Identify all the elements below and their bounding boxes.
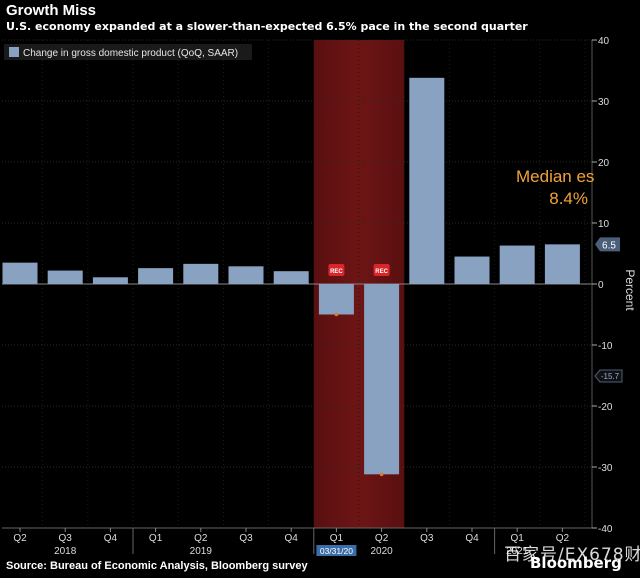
x-tick-label: Q3 [239, 533, 253, 544]
x-tick-label: Q3 [420, 533, 434, 544]
bar [228, 266, 264, 284]
last-value-badge [595, 237, 620, 252]
bar [409, 77, 445, 284]
legend-box [4, 44, 252, 60]
x-tick-label: Q4 [104, 533, 118, 544]
y-tick-label: -30 [598, 463, 613, 474]
y-tick-label: -20 [598, 402, 613, 413]
watermark-text: 百家号/EX678财经 [504, 545, 640, 565]
bar [47, 270, 83, 284]
min-value-label: -15.7 [601, 372, 620, 381]
bar [138, 268, 174, 284]
bar [364, 284, 400, 475]
recession-marker [373, 264, 390, 276]
x-year-label: 2018 [54, 546, 77, 557]
value-dot [334, 312, 339, 317]
y-tick-label: 40 [598, 36, 610, 47]
recession-marker [328, 264, 345, 276]
x-tick-label: Q3 [59, 533, 73, 544]
bar [544, 244, 580, 284]
bar [454, 256, 490, 284]
y-tick-label: -40 [598, 524, 613, 535]
x-year-label: 2020 [370, 546, 393, 557]
chart-title: Growth Miss [6, 2, 97, 19]
date-tag [316, 545, 357, 556]
bar [2, 262, 38, 284]
x-tick-label: Q1 [511, 533, 525, 544]
bar [318, 284, 354, 315]
y-tick-label: 0 [598, 280, 604, 291]
value-dot [379, 472, 384, 477]
y-tick-label: 20 [598, 158, 610, 169]
last-value-label: 6.5 [602, 240, 616, 251]
bar [183, 263, 219, 284]
x-tick-label: Q1 [149, 533, 163, 544]
chart-subtitle: U.S. economy expanded at a slower-than-e… [6, 20, 528, 33]
source-note: Source: Bureau of Economic Analysis, Blo… [6, 560, 308, 572]
y-tick-label: 30 [598, 97, 610, 108]
x-tick-label: Q4 [465, 533, 479, 544]
bar [499, 245, 535, 284]
x-year-label: 2021 [506, 546, 529, 557]
y-axis-label: Percent [623, 269, 637, 311]
legend-swatch [9, 47, 19, 57]
x-tick-label: Q2 [13, 533, 27, 544]
bar [92, 277, 128, 284]
median-estimate-value: 8.4% [549, 189, 588, 208]
x-tick-label: Q2 [556, 533, 570, 544]
x-tick-label: Q2 [194, 533, 208, 544]
x-tick-label: Q2 [375, 533, 389, 544]
x-tick-label: Q4 [285, 533, 299, 544]
median-estimate-label: Median es [516, 167, 594, 186]
date-tag-label: 03/31/20 [320, 546, 353, 556]
y-tick-label: -10 [598, 341, 613, 352]
min-value-badge [594, 369, 623, 383]
x-year-label: 2019 [190, 546, 213, 557]
x-tick-label: Q1 [330, 533, 344, 544]
y-tick-label: 10 [598, 219, 610, 230]
recession-marker-label: REC [330, 269, 343, 275]
legend-label: Change in gross domestic product (QoQ, S… [23, 48, 238, 59]
bloomberg-logo: Bloomberg [530, 554, 622, 572]
recession-marker-label: REC [375, 269, 388, 275]
bar [273, 271, 309, 284]
